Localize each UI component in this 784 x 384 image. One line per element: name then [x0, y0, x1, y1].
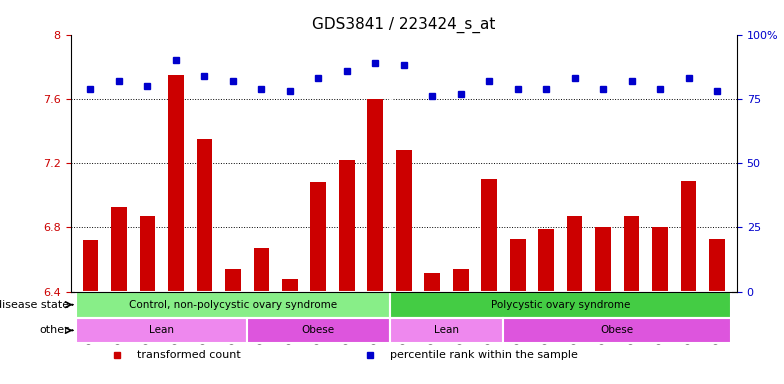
Text: other: other	[39, 325, 69, 335]
Text: Control, non-polycystic ovary syndrome: Control, non-polycystic ovary syndrome	[129, 300, 337, 310]
Bar	[191, 292, 219, 295]
Bar	[710, 239, 725, 292]
Bar	[133, 292, 162, 295]
Bar	[681, 181, 696, 292]
Text: percentile rank within the sample: percentile rank within the sample	[390, 350, 579, 360]
Bar	[418, 292, 446, 295]
Bar	[361, 292, 390, 295]
Bar	[446, 292, 475, 295]
Bar	[304, 292, 332, 295]
Bar	[624, 216, 640, 292]
Bar	[396, 150, 412, 292]
Bar	[282, 279, 298, 292]
Text: Lean: Lean	[434, 325, 459, 335]
Bar	[105, 292, 133, 295]
Bar	[561, 292, 589, 295]
Bar	[532, 292, 561, 295]
Text: Polycystic ovary syndrome: Polycystic ovary syndrome	[491, 300, 630, 310]
Bar	[595, 227, 611, 292]
Bar	[253, 248, 269, 292]
Text: Lean: Lean	[149, 325, 174, 335]
Bar	[162, 292, 191, 295]
Bar	[140, 216, 155, 292]
Bar	[82, 240, 98, 292]
Bar	[368, 99, 383, 292]
Bar	[76, 318, 247, 343]
Bar	[332, 292, 361, 295]
Bar	[76, 292, 390, 318]
Bar	[424, 273, 440, 292]
Bar	[674, 292, 702, 295]
Bar	[168, 75, 183, 292]
Bar	[475, 292, 503, 295]
Bar	[310, 182, 326, 292]
Bar	[481, 179, 497, 292]
Bar	[247, 318, 390, 343]
Bar	[76, 292, 105, 295]
Bar	[652, 227, 668, 292]
Bar	[197, 139, 212, 292]
Text: transformed count: transformed count	[137, 350, 241, 360]
Bar	[617, 292, 646, 295]
Bar	[247, 292, 276, 295]
Bar	[453, 269, 469, 292]
Bar	[111, 207, 127, 292]
Bar	[702, 292, 731, 295]
Bar	[390, 318, 503, 343]
Bar	[503, 292, 532, 295]
Bar	[390, 292, 418, 295]
Bar	[646, 292, 674, 295]
Bar	[589, 292, 617, 295]
Bar	[219, 292, 247, 295]
Bar	[339, 160, 354, 292]
Bar	[390, 292, 731, 318]
Text: Obese: Obese	[302, 325, 335, 335]
Bar	[567, 216, 583, 292]
Bar	[539, 229, 554, 292]
Bar	[510, 239, 525, 292]
Bar	[503, 318, 731, 343]
Text: Obese: Obese	[601, 325, 634, 335]
Bar	[225, 269, 241, 292]
Text: disease state: disease state	[0, 300, 69, 310]
Bar	[276, 292, 304, 295]
Title: GDS3841 / 223424_s_at: GDS3841 / 223424_s_at	[312, 17, 495, 33]
